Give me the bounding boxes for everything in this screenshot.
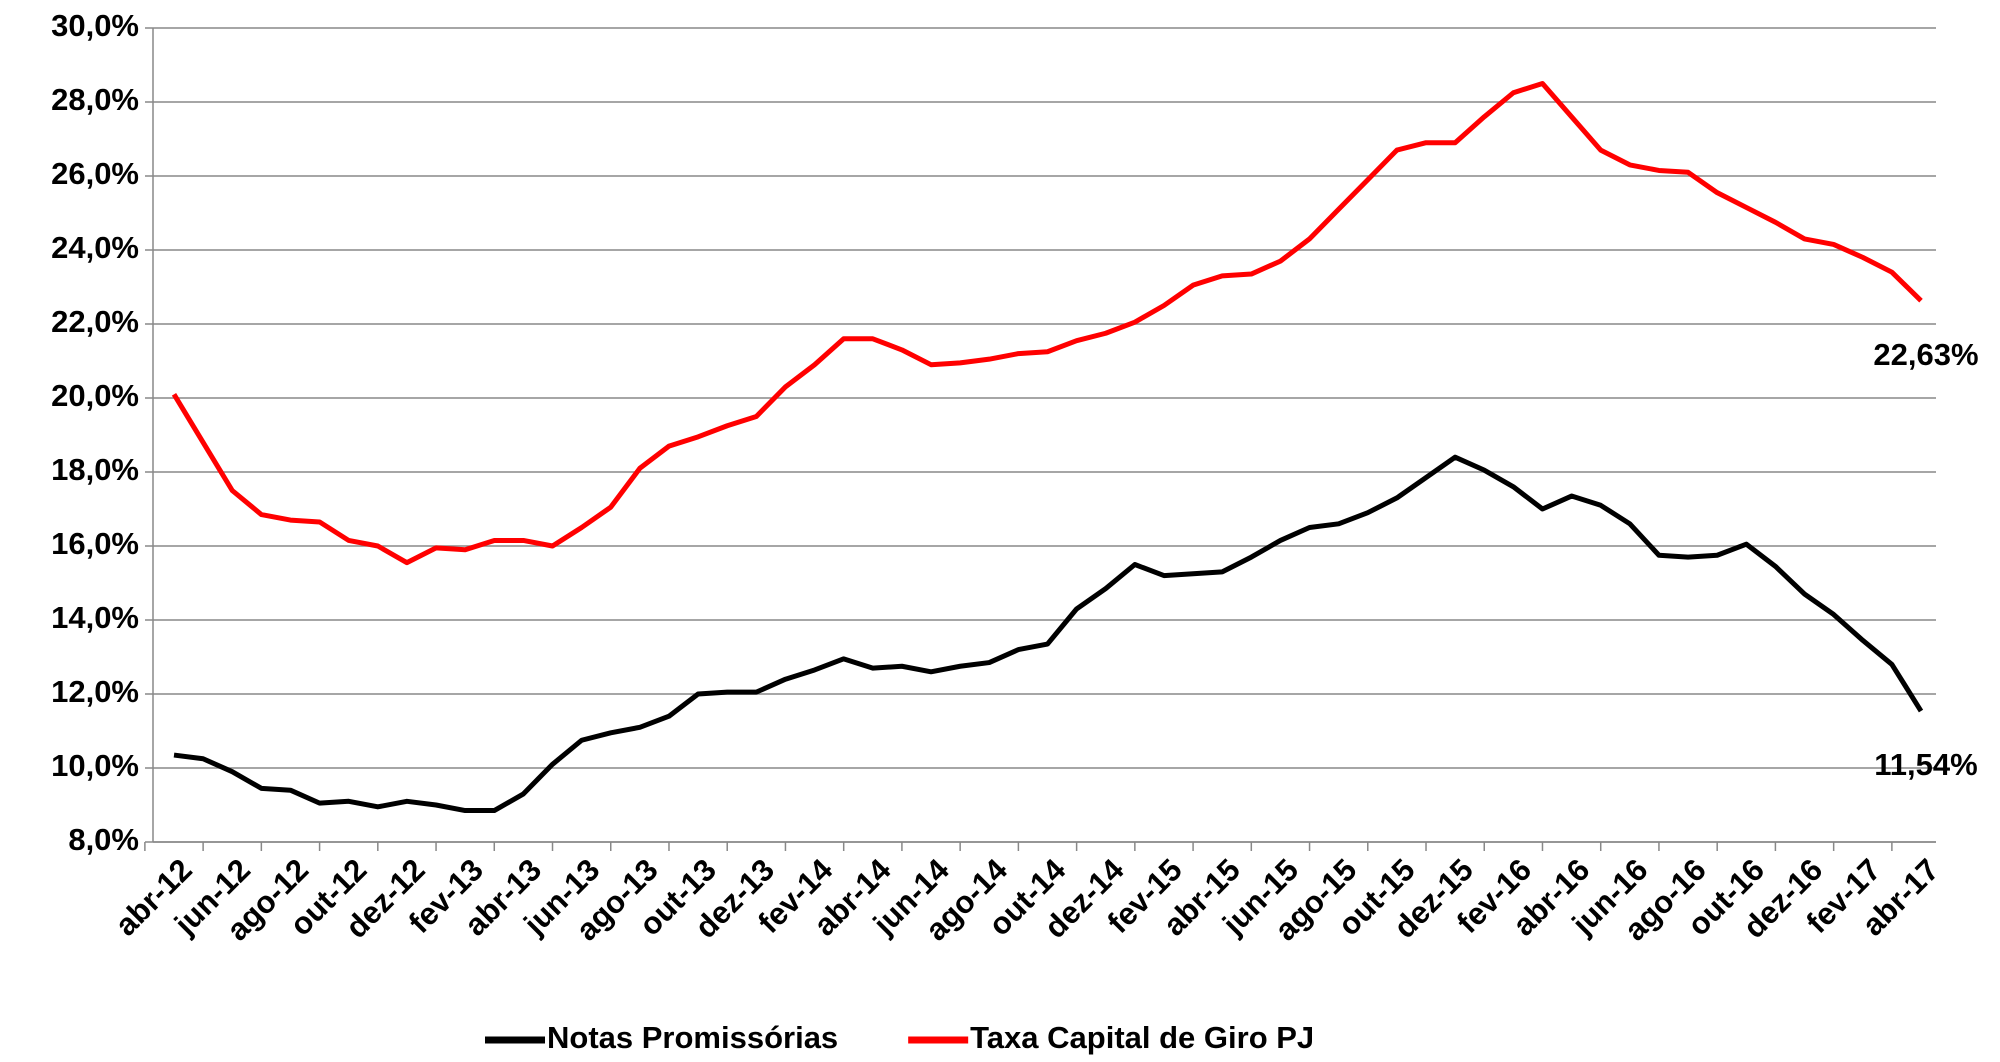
y-tick-label: 10,0% — [51, 748, 139, 783]
y-tick-label: 14,0% — [51, 600, 139, 635]
line-series — [171, 81, 1923, 566]
line-series — [173, 454, 1924, 814]
y-tick-label: 20,0% — [51, 378, 139, 413]
y-tick-label: 26,0% — [51, 156, 139, 191]
y-tick-label: 18,0% — [51, 452, 139, 487]
y-tick-label: 28,0% — [51, 82, 139, 117]
y-tick-label: 12,0% — [51, 674, 139, 709]
y-tick-label: 22,0% — [51, 304, 139, 339]
y-tick-label: 30,0% — [51, 8, 139, 43]
legend-label: Taxa Capital de Giro PJ — [970, 1020, 1314, 1055]
y-tick-label: 16,0% — [51, 526, 139, 561]
legend-label: Notas Promissórias — [547, 1020, 838, 1055]
y-tick-label: 8,0% — [68, 822, 139, 857]
y-tick-label: 24,0% — [51, 230, 139, 265]
value-label: 11,54% — [1874, 747, 1977, 782]
value-label: 22,63% — [1873, 337, 1978, 372]
